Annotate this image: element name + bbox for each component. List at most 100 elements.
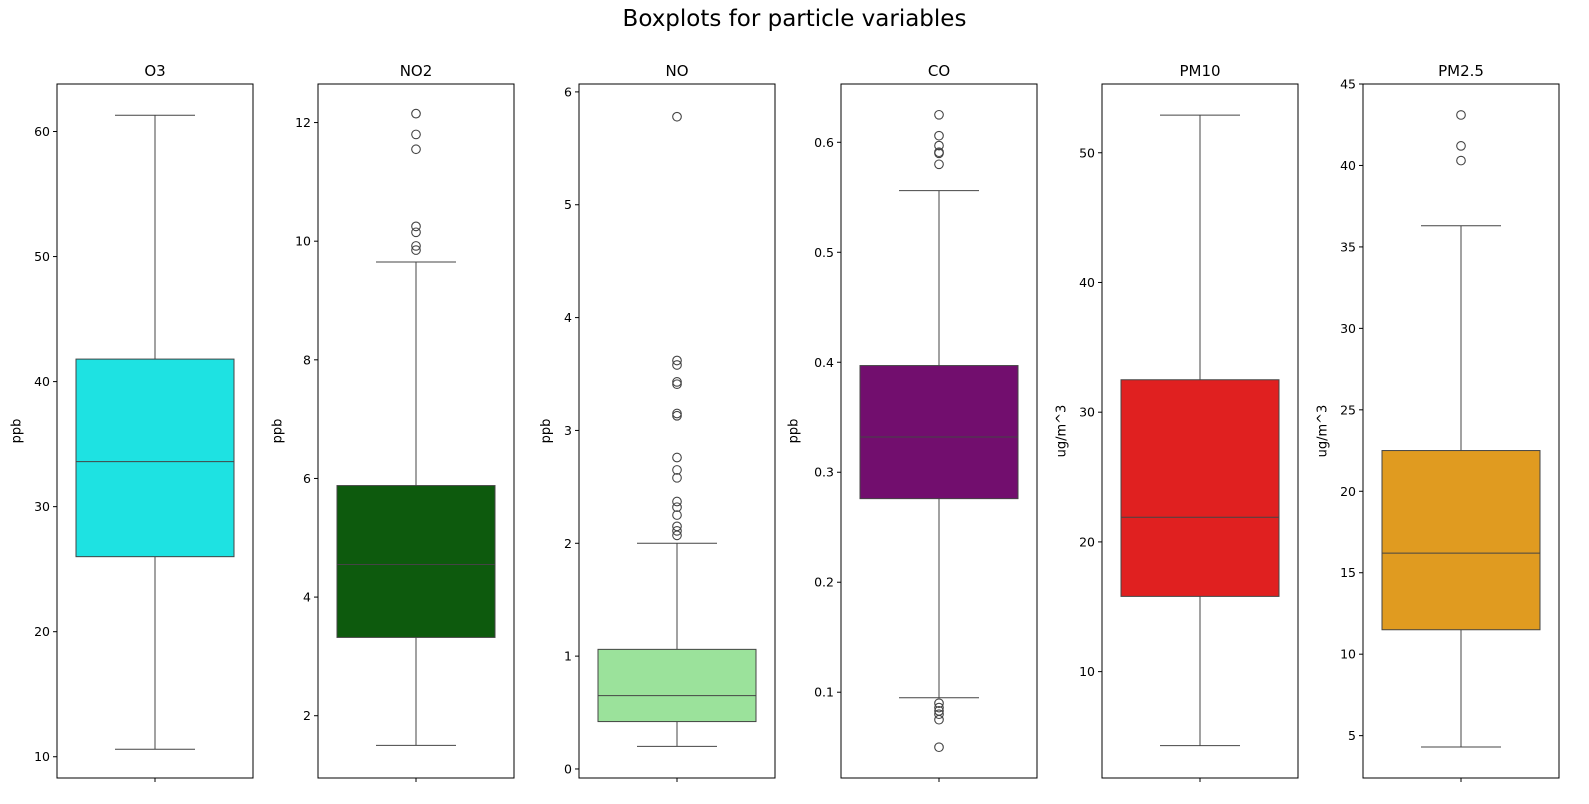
y-tick-label: 2	[303, 708, 311, 723]
y-tick-label: 4	[564, 310, 572, 325]
y-tick-label: 40	[1079, 275, 1095, 290]
y-tick-label: 30	[1079, 405, 1095, 420]
outlier-point	[672, 379, 682, 390]
y-tick-label: 0.4	[814, 355, 834, 370]
outlier-point	[672, 465, 682, 475]
outlier-point	[1456, 155, 1466, 166]
outlier-point	[672, 526, 682, 536]
iqr-box	[1120, 379, 1280, 597]
outlier-point	[411, 227, 421, 238]
y-tick-label: 3	[564, 423, 572, 438]
outlier-point	[934, 140, 944, 151]
outlier-point	[411, 144, 421, 155]
panel-title: NO	[665, 62, 688, 80]
panel-pm25: PM2.5 5 10 15 20 25 30 35 40 45 ug/m^3	[1316, 62, 1560, 782]
y-tick-label: 0.6	[814, 135, 834, 150]
outlier-point	[934, 147, 944, 158]
panel-title: O3	[144, 62, 165, 80]
y-tick-label: 50	[1079, 145, 1095, 160]
y-tick-label: 35	[1340, 239, 1356, 254]
iqr-box	[75, 358, 235, 558]
y-tick-label: 8	[303, 352, 311, 367]
y-tick-label: 40	[1340, 158, 1356, 173]
y-tick-label: 6	[564, 84, 572, 99]
iqr-box	[597, 648, 757, 723]
outlier-point	[411, 221, 421, 232]
y-tick-label: 10	[1079, 664, 1095, 679]
y-tick-label: 4	[303, 590, 311, 605]
y-tick-label: 12	[295, 115, 311, 130]
outlier-point	[934, 702, 944, 713]
y-tick-label: 5	[1348, 728, 1356, 743]
outlier-point	[672, 360, 682, 370]
outlier-point	[672, 452, 682, 463]
outlier-point	[672, 496, 682, 507]
y-tick-label: 30	[34, 499, 50, 514]
panel-o3: O3 10 20 30 40 50 60 ppb	[10, 62, 254, 782]
y-tick-label: 0	[564, 761, 572, 776]
outlier-point	[672, 510, 682, 520]
iqr-box	[1381, 450, 1541, 631]
outlier-point	[672, 408, 682, 419]
y-tick-label: 20	[1079, 534, 1095, 549]
y-axis-label: ppb	[271, 419, 286, 444]
outlier-point	[1456, 141, 1466, 151]
figure-title: Boxplots for particle variables	[622, 6, 967, 32]
outlier-point	[1456, 110, 1466, 120]
y-tick-label: 15	[1340, 565, 1356, 580]
y-tick-label: 40	[34, 374, 50, 389]
outlier-point	[934, 109, 944, 120]
y-axis-label: ppb	[539, 419, 554, 444]
panel-title: CO	[928, 62, 950, 80]
y-tick-label: 60	[34, 124, 50, 139]
y-tick-label: 45	[1340, 77, 1356, 92]
iqr-box	[859, 365, 1019, 500]
y-tick-label: 20	[1340, 484, 1356, 499]
outlier-point	[672, 355, 682, 366]
panel-co: CO 0.1 0.2 0.3 0.4 0.5 0.6 ppb	[786, 62, 1038, 782]
panel-title: NO2	[400, 62, 433, 80]
y-tick-label: 5	[564, 197, 572, 212]
y-tick-label: 30	[1340, 321, 1356, 336]
y-tick-label: 20	[34, 624, 50, 639]
y-tick-label: 6	[303, 471, 311, 486]
y-tick-label: 0.2	[814, 575, 834, 590]
y-tick-label: 50	[34, 249, 50, 264]
outlier-point	[411, 129, 421, 140]
y-axis-label: ppb	[10, 419, 25, 444]
outlier-point	[672, 111, 682, 122]
outlier-point	[934, 159, 944, 170]
y-tick-label: 0.1	[814, 685, 834, 700]
outlier-point	[411, 245, 421, 255]
outlier-point	[934, 130, 944, 141]
panel-no: NO 0 1 2 3 4 5 6 ppb	[539, 62, 776, 782]
panel-pm10: PM10 10 20 30 40 50 ug/m^3	[1055, 62, 1299, 782]
outlier-point	[672, 377, 682, 387]
y-axis-label: ug/m^3	[1055, 405, 1070, 458]
outlier-point	[672, 472, 682, 483]
outlier-point	[411, 241, 421, 251]
y-axis-label: ppb	[786, 419, 801, 444]
y-axis-label: ug/m^3	[1316, 405, 1331, 458]
outlier-point	[934, 698, 944, 709]
outlier-point	[672, 521, 682, 532]
panel-title: PM10	[1179, 62, 1220, 80]
panel-no2: NO2 2 4 6 8 10 12 ppb	[271, 62, 515, 782]
y-tick-label: 1	[564, 649, 572, 664]
y-tick-label: 25	[1340, 402, 1356, 417]
iqr-box	[336, 485, 496, 638]
panel-title: PM2.5	[1438, 62, 1484, 80]
outlier-point	[672, 410, 682, 421]
outlier-point	[934, 742, 944, 753]
y-tick-label: 10	[1340, 647, 1356, 662]
y-tick-label: 10	[34, 749, 50, 764]
y-tick-label: 0.3	[814, 465, 834, 480]
y-tick-label: 0.5	[814, 245, 834, 260]
outlier-point	[934, 706, 944, 716]
outlier-point	[411, 108, 421, 119]
y-tick-label: 10	[295, 234, 311, 249]
outlier-point	[672, 502, 682, 513]
outlier-point	[934, 709, 944, 720]
y-tick-label: 2	[564, 536, 572, 551]
